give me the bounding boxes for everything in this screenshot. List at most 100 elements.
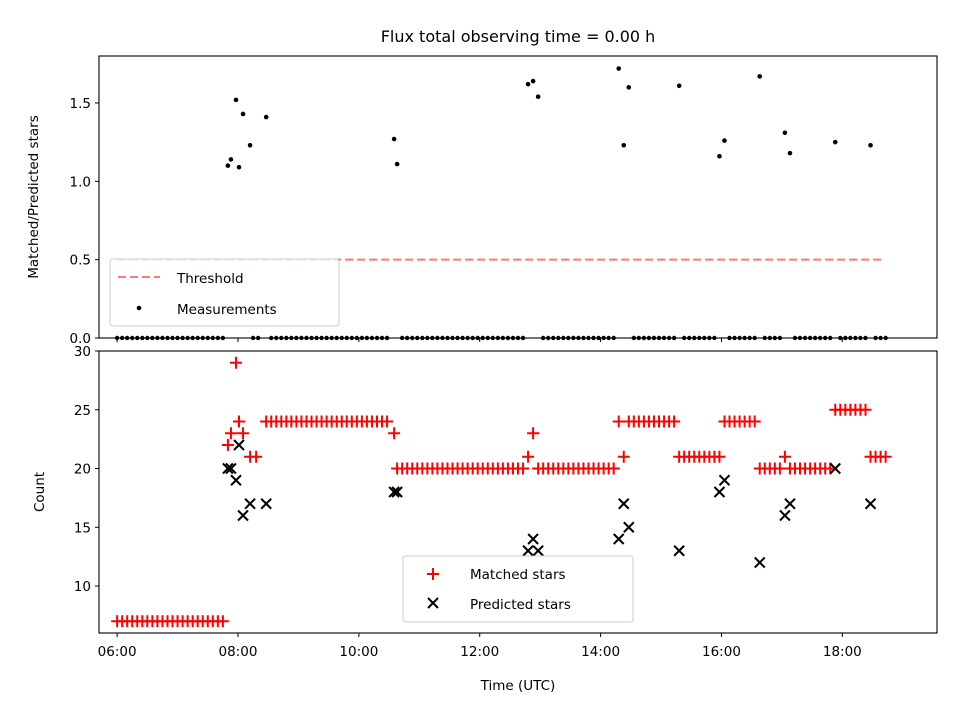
measurement-point [581,335,586,341]
matched-legend-label: Matched stars [470,567,566,583]
matched-star-point [607,462,620,475]
measurement-point [732,335,737,341]
matched-star-point [221,439,234,451]
matched-star-point [718,415,731,428]
predicted-legend-label: Predicted stars [470,597,571,613]
measurement-point [621,143,627,148]
measurement-point [697,335,702,341]
predicted-star-point [618,498,630,510]
measurement-point [329,335,334,341]
measurement-point [319,335,324,341]
measurement-point [465,335,470,341]
measurement-point [762,335,767,341]
measurement-point [616,66,622,71]
measurement-point [556,335,561,341]
predicted-star-point [260,498,272,510]
x-tick-label: 08:00 [219,644,258,660]
measurement-point [339,335,344,341]
measurement-point [747,335,752,341]
measurement-point [586,335,591,341]
measurement-point [646,335,652,341]
measurement-point [515,335,521,341]
measurement-point [500,335,506,341]
measurement-point [505,335,511,341]
measurement-point [170,335,175,341]
ratio-y-tick-label: 0.0 [70,331,91,347]
measurement-point [190,335,195,341]
measurement-point [853,335,858,341]
measurement-point [530,78,536,84]
measurement-point [160,335,165,341]
matched-star-point [617,450,630,463]
measurement-point [309,335,314,341]
matched-star-point [517,462,530,475]
measurements-legend-label: Measurements [177,302,277,318]
x-tick-label: 18:00 [823,644,862,660]
matched-star-point [233,415,246,428]
measurement-point [551,335,556,341]
measurement-point [757,74,763,79]
measurement-point [359,335,365,341]
measurement-point [314,335,319,341]
measurement-point [145,335,150,341]
measurement-point [475,335,480,341]
count-y-tick-label: 25 [74,403,91,419]
measurement-point [571,335,576,341]
x-tick-label: 14:00 [581,644,620,660]
measurement-point [878,335,883,341]
x-tick-label: 10:00 [339,644,378,660]
predicted-star-point [829,462,841,475]
measurement-point [130,335,135,341]
measurement-point [641,335,647,341]
predicted-star-point [784,498,796,510]
measurement-point [228,157,234,162]
matched-star-point [612,415,625,428]
measurement-point [868,143,873,148]
measurement-point [410,335,415,341]
measurement-point [510,335,516,341]
measurement-point [546,335,551,341]
x-tick-label: 12:00 [460,644,499,660]
predicted-star-point [391,486,403,498]
measurement-point [828,335,833,341]
measurement-point [369,335,375,341]
count-y-tick-label: 10 [74,579,91,595]
measurement-point [838,335,843,341]
matched-star-point [773,462,786,475]
measurement-point [384,335,390,341]
measurement-point [364,335,370,341]
measurement-point [591,335,596,341]
predicted-star-point [233,439,245,451]
measurement-point [525,81,531,87]
measurement-point [822,335,828,341]
count-y-axis-label: Count [32,472,48,512]
measurement-point [274,335,279,341]
measurement-point [561,335,566,341]
measurement-point [787,150,793,156]
measurement-point [797,335,803,341]
measurement-point [334,335,339,341]
measurement-point [656,335,662,341]
measurement-point [812,335,818,341]
measurement-point [195,335,200,341]
measurement-point [687,335,692,341]
predicted-star-point [718,474,731,486]
measurement-point [284,335,289,341]
x-tick-label: 16:00 [702,644,741,660]
predicted-star-point [527,533,539,545]
matched-star-point [879,450,892,463]
ratio-legend-box [109,258,340,327]
matched-star-point [859,403,872,416]
count-y-tick-label: 20 [74,462,91,478]
measurement-point [150,335,155,341]
measurement-point [470,335,475,341]
measurement-point [727,335,732,341]
measurement-point [782,130,788,136]
measurement-point [415,335,420,341]
count-y-tick-label: 15 [74,520,91,536]
measurement-point [490,335,496,341]
matched-star-point [748,415,761,428]
count-panel: Count 10 15 20 25 30 06:00 08:00 10:00 12:00 14:0… [32,344,938,660]
matched-star-point [783,462,796,475]
